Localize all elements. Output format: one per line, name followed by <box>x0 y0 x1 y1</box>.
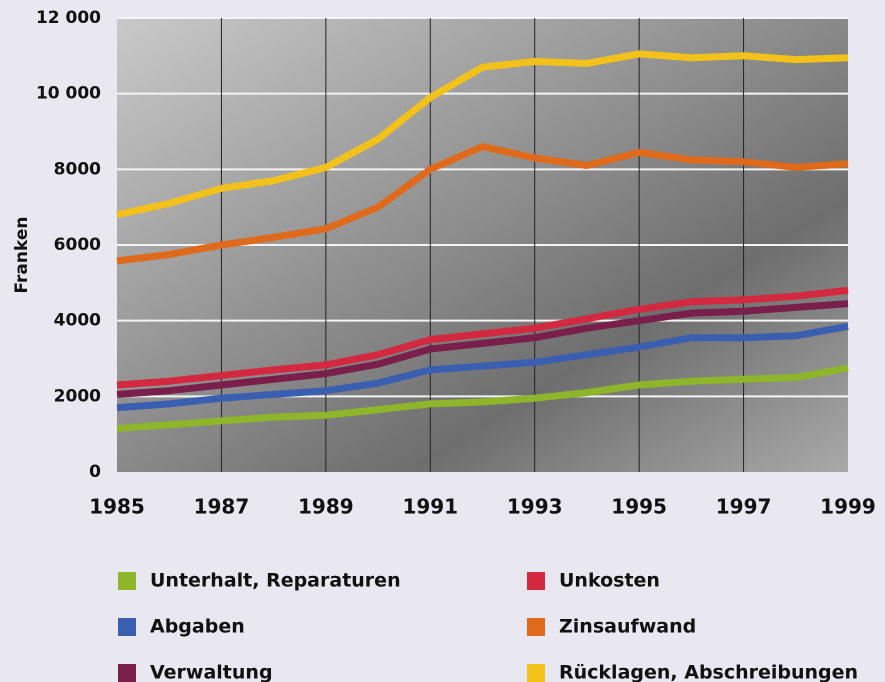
legend-swatch <box>527 572 545 590</box>
y-tick-label: 8000 <box>54 159 101 179</box>
x-tick-label: 1995 <box>611 495 667 519</box>
y-tick-label: 12 000 <box>36 8 101 28</box>
x-tick-label: 1991 <box>402 495 458 519</box>
x-tick-label: 1997 <box>716 495 772 519</box>
y-axis-label: Franken <box>12 217 32 294</box>
legend-swatch <box>527 618 545 636</box>
y-tick-label: 0 <box>89 462 101 482</box>
y-tick-label: 4000 <box>54 311 101 331</box>
series-line <box>116 286 849 389</box>
x-tick-label: 1987 <box>194 495 250 519</box>
legend-label: Verwaltung <box>150 662 273 682</box>
x-tick-label: 1999 <box>820 495 876 519</box>
legend-swatch <box>118 664 136 682</box>
series-line <box>116 300 849 398</box>
legend-label: Rücklagen, Abschreibungen <box>559 662 858 682</box>
legend-label: Unterhalt, Reparaturen <box>150 570 401 592</box>
series-line <box>116 364 849 432</box>
y-tick-label: 2000 <box>54 386 101 406</box>
x-tick-label: 1985 <box>89 495 145 519</box>
legend-swatch <box>527 664 545 682</box>
legend-label: Zinsaufwand <box>559 616 696 638</box>
legend-swatch <box>118 572 136 590</box>
legend-swatch <box>118 618 136 636</box>
x-tick-label: 1993 <box>507 495 563 519</box>
series-line <box>116 322 849 412</box>
series-line <box>116 143 849 265</box>
y-tick-label: 10 000 <box>36 84 101 104</box>
y-tick-label: 6000 <box>54 235 101 255</box>
x-tick-label: 1989 <box>298 495 354 519</box>
legend-label: Unkosten <box>559 570 660 592</box>
series-line <box>116 50 849 219</box>
legend-label: Abgaben <box>150 616 245 638</box>
